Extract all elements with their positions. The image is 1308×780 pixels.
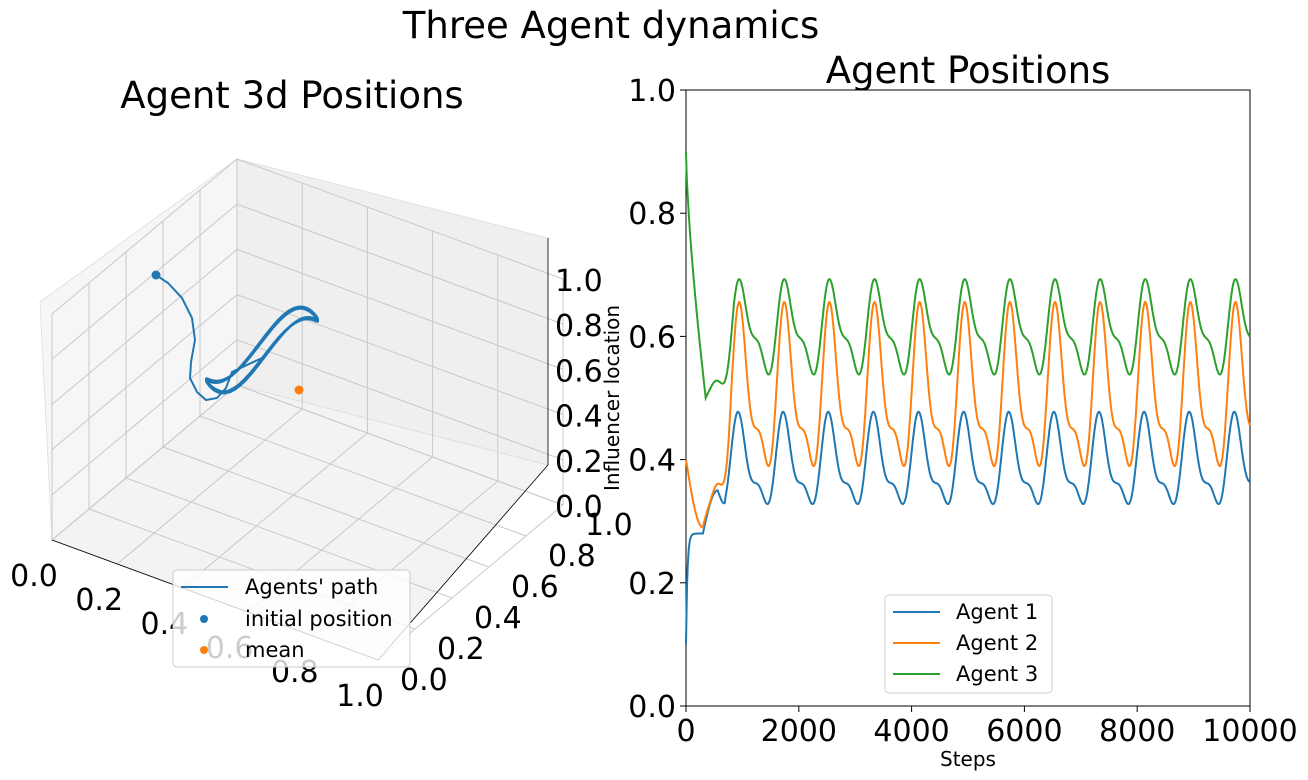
agents-path-line	[155, 274, 320, 402]
wall-grid-line	[51, 294, 238, 450]
floor-grid-line	[116, 408, 303, 565]
initial-position-point	[151, 270, 161, 280]
x-tick-label-3d: 0.0	[10, 559, 58, 594]
x-tick-label: 2000	[761, 714, 837, 749]
y-tick-label-3d: 0.0	[400, 663, 448, 698]
legend-path-label: Agents' path	[245, 575, 378, 599]
wall-grid-line	[51, 249, 238, 405]
wall-grid-line	[51, 339, 238, 496]
y-tick-label-3d: 1.0	[585, 508, 633, 543]
floor-grid-line	[199, 415, 527, 537]
z-tick-label-3d: 0.6	[555, 354, 603, 389]
x-tick-label-3d: 1.0	[336, 679, 384, 714]
x-tick-label-3d: 0.2	[75, 583, 123, 618]
series-line-agent-3	[685, 151, 1251, 402]
y-axis-label: Influencer location	[600, 305, 624, 491]
y-tick-label: 0.0	[628, 690, 676, 725]
series-line-agent-1	[685, 410, 1251, 645]
wall-grid-line	[236, 339, 564, 461]
chart-2d: Agent Positions 0 2000 4000 6000 8000 10000 0.…	[600, 49, 1298, 771]
legend-3d: Agents' path initial position mean	[172, 569, 411, 668]
floor-grid-line	[236, 384, 564, 506]
y-tick-label: 0.4	[628, 444, 676, 479]
y-tick-label-3d: 0.2	[437, 632, 485, 667]
chart-2d-title: Agent Positions	[826, 49, 1111, 92]
legend-2d: Agent 1 Agent 2 Agent 3	[884, 594, 1053, 694]
legend-2d-box	[884, 594, 1053, 694]
z-tick-label-3d: 1.0	[555, 264, 603, 299]
z-tick-label-3d: 0.2	[555, 445, 603, 480]
wall-grid-line	[236, 248, 564, 370]
floor-grid-line	[182, 432, 368, 589]
legend-agent3-label: Agent 3	[956, 662, 1038, 686]
z-tick-label-3d: 0.8	[555, 309, 603, 344]
y-tick-label: 0.2	[628, 567, 676, 602]
figure-title: Three Agent dynamics	[402, 4, 820, 47]
z-tick-label-3d: 0.0	[555, 490, 603, 525]
legend-initial-label: initial position	[245, 607, 393, 631]
y-tick-label: 1.0	[628, 74, 676, 109]
ticks-2d: 0 2000 4000 6000 8000 10000 0.0 0.2 0.4 0.6 0.8 1.0	[628, 74, 1297, 749]
chart-3d-title: Agent 3d Positions	[120, 74, 463, 117]
mean-point	[294, 385, 304, 395]
legend-mean-label: mean	[245, 638, 305, 662]
floor-grid-line	[162, 446, 490, 568]
wall-grid-line	[236, 203, 564, 325]
legend-3d-box	[172, 569, 411, 668]
wall-grid-line	[236, 294, 564, 416]
x-tick-label: 10000	[1202, 714, 1297, 749]
y-tick-label-3d: 0.8	[548, 539, 596, 574]
y-tick-label: 0.8	[628, 197, 676, 232]
x-tick-label: 4000	[873, 714, 949, 749]
x-axis-label: Steps	[940, 747, 996, 771]
series-2d	[685, 151, 1251, 645]
series-line-agent-2	[685, 300, 1251, 529]
chart-3d: Agent 3d Positions 0.00.20.40.60.81.00.0…	[10, 74, 633, 714]
y-tick-label-3d: 0.4	[474, 601, 522, 636]
legend-agent2-label: Agent 2	[956, 631, 1038, 655]
wall-grid-line	[51, 158, 238, 315]
z-tick-label-3d: 0.4	[555, 400, 603, 435]
x-tick-label: 8000	[1099, 714, 1175, 749]
y-tick-label-3d: 0.6	[511, 570, 559, 605]
x-tick-label: 6000	[986, 714, 1062, 749]
wall-grid-line	[51, 384, 238, 541]
wall-grid-line	[236, 158, 564, 280]
wall-grid-line	[51, 203, 238, 360]
y-tick-label: 0.6	[628, 320, 676, 355]
x-tick-label: 0	[676, 714, 695, 749]
legend-agent1-label: Agent 1	[956, 600, 1038, 624]
legend-mean-swatch	[200, 646, 208, 654]
legend-initial-swatch	[200, 615, 208, 623]
